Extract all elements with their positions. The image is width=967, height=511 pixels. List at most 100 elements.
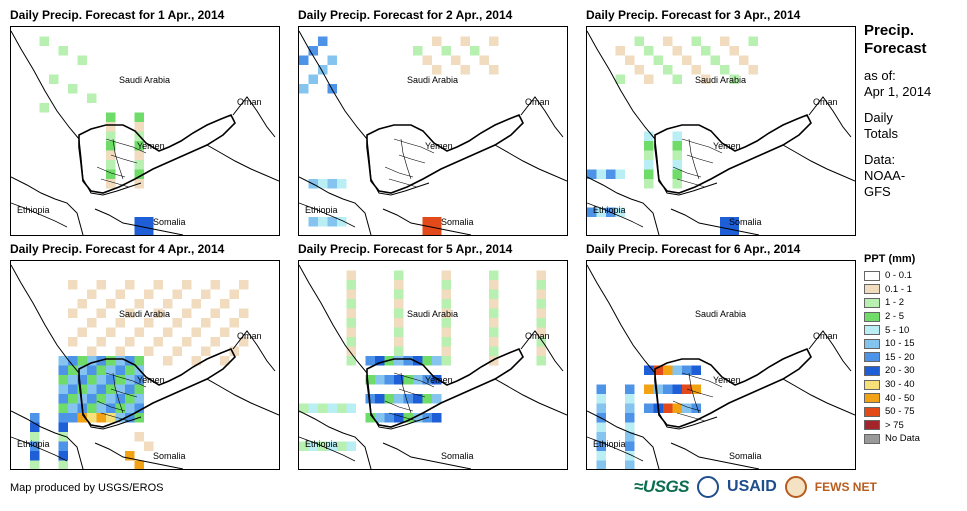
precip-cell bbox=[327, 441, 337, 451]
precip-cell bbox=[77, 394, 87, 404]
precip-cell bbox=[432, 65, 442, 75]
gulf-of-aden-coastline bbox=[670, 208, 760, 235]
precip-cell bbox=[432, 375, 442, 385]
precip-cell bbox=[106, 169, 116, 179]
label-somalia: Somalia bbox=[441, 451, 474, 461]
precip-cell bbox=[87, 318, 97, 328]
red-sea-coastline bbox=[587, 30, 718, 196]
precip-cell bbox=[191, 327, 201, 337]
governorate-border bbox=[686, 154, 714, 164]
precip-cell bbox=[432, 356, 442, 366]
precip-cell bbox=[451, 55, 461, 65]
precip-cell bbox=[394, 394, 404, 404]
precip-cell bbox=[96, 375, 106, 385]
precip-cell bbox=[394, 337, 404, 347]
precip-cell bbox=[68, 384, 78, 394]
precip-cell bbox=[58, 413, 68, 423]
precip-cell bbox=[87, 346, 97, 356]
precip-cell bbox=[30, 422, 40, 432]
precip-cell bbox=[239, 280, 249, 290]
precip-cell bbox=[299, 84, 309, 94]
precip-cell bbox=[644, 365, 654, 375]
precip-cell bbox=[106, 131, 116, 141]
precip-cell bbox=[337, 441, 347, 451]
legend-swatch bbox=[864, 338, 880, 349]
horn-of-africa-coastline bbox=[11, 410, 84, 469]
red-sea-coastline bbox=[299, 264, 430, 430]
precip-cell bbox=[308, 441, 318, 451]
legend-swatch bbox=[864, 284, 880, 295]
precip-cell bbox=[644, 384, 654, 394]
precip-cell bbox=[96, 394, 106, 404]
precip-cell bbox=[460, 65, 470, 75]
legend-row: 20 - 30 bbox=[864, 364, 964, 378]
label-saudi-arabia: Saudi Arabia bbox=[407, 309, 458, 319]
precip-cell bbox=[134, 384, 144, 394]
horn-of-africa-coastline bbox=[587, 176, 660, 235]
precip-cell bbox=[625, 460, 635, 469]
legend-label: 2 - 5 bbox=[885, 311, 905, 323]
label-ethiopia: Ethiopia bbox=[305, 439, 338, 449]
legend-row: > 75 bbox=[864, 419, 964, 433]
legend-label: 30 - 40 bbox=[885, 379, 915, 391]
precip-cell bbox=[125, 403, 135, 413]
precip-cell bbox=[625, 403, 635, 413]
legend-label: 15 - 20 bbox=[885, 351, 915, 363]
legend-row: 2 - 5 bbox=[864, 310, 964, 324]
precip-cell bbox=[644, 160, 654, 170]
legend-swatch bbox=[864, 352, 880, 363]
precip-cell bbox=[308, 403, 318, 413]
precip-cell bbox=[365, 356, 375, 366]
precip-cell bbox=[394, 299, 404, 309]
precip-cell bbox=[596, 422, 606, 432]
precip-cell bbox=[337, 179, 347, 189]
precip-cell bbox=[489, 318, 499, 328]
precip-cell bbox=[106, 160, 116, 170]
precip-cell bbox=[68, 84, 78, 94]
precip-cell bbox=[58, 432, 68, 442]
precip-cell bbox=[327, 55, 337, 65]
precip-cell bbox=[625, 413, 635, 423]
gulf-of-aden-coastline bbox=[94, 208, 184, 235]
precip-cell bbox=[644, 403, 654, 413]
precip-cell bbox=[134, 160, 144, 170]
precip-cell bbox=[422, 217, 432, 227]
precip-cell bbox=[536, 308, 546, 318]
precip-cell bbox=[672, 131, 682, 141]
precip-cell bbox=[441, 46, 451, 56]
precip-cell bbox=[115, 365, 125, 375]
precip-cell bbox=[596, 403, 606, 413]
usaid-logo: USAID bbox=[727, 478, 777, 495]
precip-cell bbox=[691, 365, 701, 375]
governorate-border bbox=[676, 412, 706, 422]
precip-cell bbox=[134, 112, 144, 122]
precip-cell bbox=[96, 280, 106, 290]
precip-cell bbox=[644, 150, 654, 160]
precip-cell bbox=[596, 384, 606, 394]
precip-cell bbox=[672, 74, 682, 84]
legend-swatch bbox=[864, 379, 880, 390]
precip-cell bbox=[394, 356, 404, 366]
precip-cell bbox=[720, 36, 730, 46]
precip-cell bbox=[625, 55, 635, 65]
legend-label: 50 - 75 bbox=[885, 406, 915, 418]
precip-cell bbox=[58, 451, 68, 461]
precip-cell bbox=[337, 403, 347, 413]
precip-cell bbox=[536, 270, 546, 280]
data-label: Data: bbox=[864, 152, 896, 167]
legend-label: 5 - 10 bbox=[885, 324, 910, 336]
forecast-panel-day4: Daily Precip. Forecast for 4 Apr., 2014 … bbox=[10, 242, 280, 472]
precip-cell bbox=[87, 403, 97, 413]
legend-row: 50 - 75 bbox=[864, 405, 964, 419]
legend-swatch bbox=[864, 311, 880, 322]
precip-cell bbox=[106, 356, 116, 366]
precip-cell bbox=[58, 375, 68, 385]
data-source-line2: GFS bbox=[864, 184, 891, 199]
precip-cell bbox=[663, 36, 673, 46]
precip-cell bbox=[596, 432, 606, 442]
precip-cell bbox=[672, 365, 682, 375]
oman-border bbox=[808, 96, 852, 138]
precip-cell bbox=[125, 451, 135, 461]
precip-cell bbox=[134, 226, 144, 235]
